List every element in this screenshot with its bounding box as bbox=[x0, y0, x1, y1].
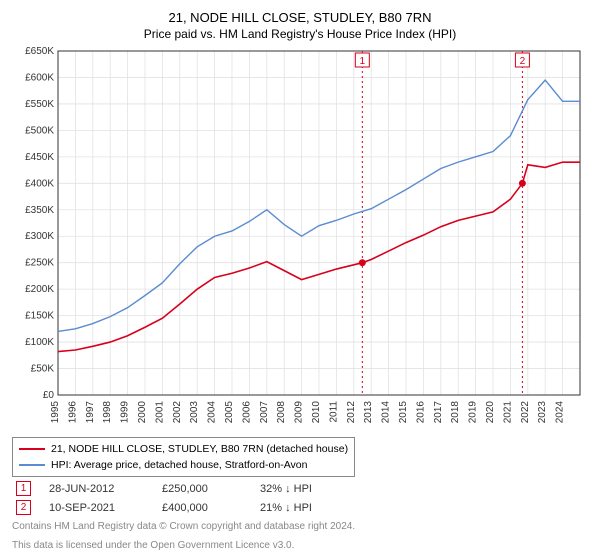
svg-text:£500K: £500K bbox=[25, 125, 54, 136]
svg-text:£550K: £550K bbox=[25, 99, 54, 110]
marker-badge-1: 1 bbox=[16, 481, 31, 496]
marker-badge-2: 2 bbox=[16, 500, 31, 515]
svg-text:1996: 1996 bbox=[67, 401, 78, 424]
svg-text:£350K: £350K bbox=[25, 205, 54, 216]
svg-text:2022: 2022 bbox=[520, 401, 531, 424]
marker-row-1: 1 28-JUN-2012 £250,000 32% ↓ HPI bbox=[12, 481, 588, 496]
marker-date-2: 10-SEP-2021 bbox=[49, 502, 144, 514]
chart-subtitle: Price paid vs. HM Land Registry's House … bbox=[12, 27, 588, 41]
svg-text:2003: 2003 bbox=[189, 401, 200, 424]
svg-text:1997: 1997 bbox=[85, 401, 96, 424]
legend-swatch-icon bbox=[19, 464, 45, 466]
svg-text:2024: 2024 bbox=[555, 401, 566, 424]
svg-text:2023: 2023 bbox=[537, 401, 548, 424]
chart-title: 21, NODE HILL CLOSE, STUDLEY, B80 7RN bbox=[12, 10, 588, 25]
svg-text:2000: 2000 bbox=[137, 401, 148, 424]
svg-text:£400K: £400K bbox=[25, 178, 54, 189]
svg-text:1995: 1995 bbox=[50, 401, 61, 424]
legend-item-series-1: 21, NODE HILL CLOSE, STUDLEY, B80 7RN (d… bbox=[19, 441, 348, 457]
marker-row-2: 2 10-SEP-2021 £400,000 21% ↓ HPI bbox=[12, 500, 588, 515]
svg-text:£450K: £450K bbox=[25, 152, 54, 163]
legend-swatch-icon bbox=[19, 448, 45, 450]
svg-text:2005: 2005 bbox=[224, 401, 235, 424]
svg-text:2013: 2013 bbox=[363, 401, 374, 424]
svg-text:£250K: £250K bbox=[25, 258, 54, 269]
svg-text:2019: 2019 bbox=[468, 401, 479, 424]
footnote-1: Contains HM Land Registry data © Crown c… bbox=[12, 521, 588, 534]
legend-label-1: 21, NODE HILL CLOSE, STUDLEY, B80 7RN (d… bbox=[51, 443, 348, 455]
svg-text:2009: 2009 bbox=[294, 401, 305, 424]
svg-text:£650K: £650K bbox=[25, 46, 54, 57]
legend-item-series-2: HPI: Average price, detached house, Stra… bbox=[19, 457, 348, 473]
svg-text:2011: 2011 bbox=[328, 401, 339, 423]
svg-text:2008: 2008 bbox=[276, 401, 287, 424]
svg-text:£200K: £200K bbox=[25, 284, 54, 295]
svg-text:£0: £0 bbox=[43, 390, 55, 401]
footnote-2: This data is licensed under the Open Gov… bbox=[12, 540, 588, 553]
chart-plot: £0 £50K £100K £150K £200K £250K £300K £350K £400… bbox=[12, 45, 588, 433]
svg-text:2012: 2012 bbox=[346, 401, 357, 424]
svg-text:1: 1 bbox=[360, 56, 366, 67]
svg-text:2018: 2018 bbox=[450, 401, 461, 424]
marker-date-1: 28-JUN-2012 bbox=[49, 483, 144, 495]
legend: 21, NODE HILL CLOSE, STUDLEY, B80 7RN (d… bbox=[12, 437, 355, 477]
svg-text:£150K: £150K bbox=[25, 311, 54, 322]
svg-text:£300K: £300K bbox=[25, 231, 54, 242]
svg-text:2020: 2020 bbox=[485, 401, 496, 424]
svg-text:2021: 2021 bbox=[502, 401, 513, 424]
marker-hpi-2: 21% ↓ HPI bbox=[260, 502, 312, 514]
svg-text:2006: 2006 bbox=[241, 401, 252, 424]
svg-text:2001: 2001 bbox=[154, 401, 165, 424]
svg-text:£50K: £50K bbox=[31, 364, 55, 375]
svg-text:2014: 2014 bbox=[381, 401, 392, 424]
svg-text:1999: 1999 bbox=[120, 401, 131, 424]
svg-text:2017: 2017 bbox=[433, 401, 444, 424]
svg-text:2002: 2002 bbox=[172, 401, 183, 424]
legend-label-2: HPI: Average price, detached house, Stra… bbox=[51, 459, 307, 471]
svg-text:1998: 1998 bbox=[102, 401, 113, 424]
svg-text:2016: 2016 bbox=[415, 401, 426, 424]
svg-text:2010: 2010 bbox=[311, 401, 322, 424]
svg-text:2015: 2015 bbox=[398, 401, 409, 424]
svg-text:2007: 2007 bbox=[259, 401, 270, 424]
svg-text:2: 2 bbox=[520, 56, 526, 67]
svg-text:£600K: £600K bbox=[25, 72, 54, 83]
svg-text:2004: 2004 bbox=[207, 401, 218, 424]
marker-price-1: £250,000 bbox=[162, 483, 242, 495]
svg-text:£100K: £100K bbox=[25, 337, 54, 348]
marker-price-2: £400,000 bbox=[162, 502, 242, 514]
marker-hpi-1: 32% ↓ HPI bbox=[260, 483, 312, 495]
